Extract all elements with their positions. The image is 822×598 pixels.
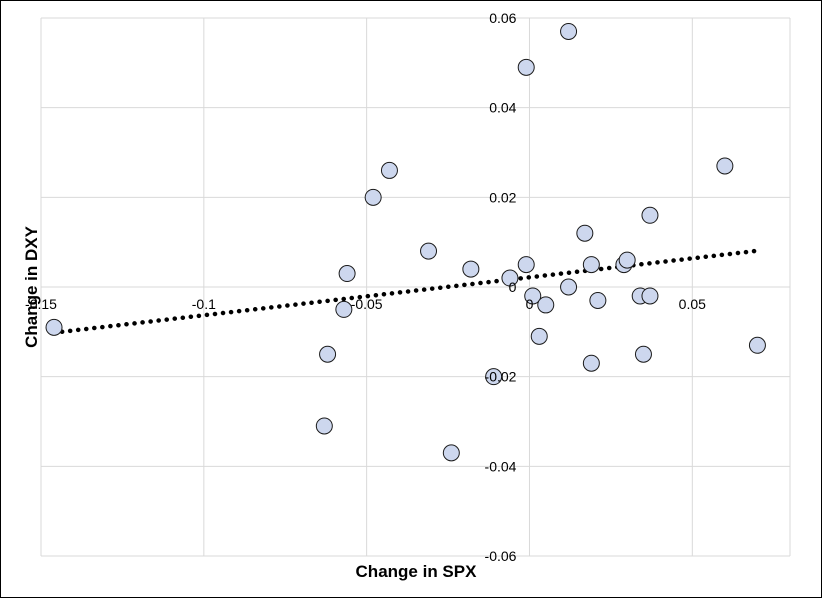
data-point	[517, 58, 535, 76]
data-point	[517, 256, 535, 274]
data-point	[634, 345, 652, 363]
data-point	[442, 444, 460, 462]
data-point	[560, 22, 578, 40]
data-point	[748, 336, 766, 354]
data-point	[618, 251, 636, 269]
data-point	[338, 265, 356, 283]
y-tick-label: -0.02	[485, 369, 517, 385]
y-tick-labels: 0.06 0.04 0.02 0 -0.02 -0.04 -0.06	[485, 10, 517, 564]
data-point	[420, 242, 438, 260]
data-point	[560, 278, 578, 296]
y-tick-label: 0	[509, 279, 517, 295]
x-tick-label: -0.1	[192, 296, 216, 312]
data-point	[582, 354, 600, 372]
data-point	[335, 300, 353, 318]
data-point	[319, 345, 337, 363]
x-tick-label: -0.05	[351, 296, 383, 312]
x-tick-label: 0.05	[679, 296, 706, 312]
data-point	[530, 327, 548, 345]
data-point	[364, 188, 382, 206]
data-point	[537, 296, 555, 314]
y-tick-label: 0.04	[489, 100, 516, 116]
data-point	[641, 206, 659, 224]
y-tick-label: 0.06	[489, 10, 516, 26]
data-points	[45, 22, 766, 462]
data-point	[641, 287, 659, 305]
y-tick-label: -0.04	[485, 458, 517, 474]
x-tick-labels: -0.15 -0.1 -0.05 0 0.05	[25, 296, 706, 312]
data-point	[589, 291, 607, 309]
data-point	[501, 269, 519, 287]
data-point	[716, 157, 734, 175]
data-point	[462, 260, 480, 278]
data-point	[45, 318, 63, 336]
y-gridlines	[41, 17, 790, 557]
data-point	[524, 287, 542, 305]
x-axis-title: Change in SPX	[356, 562, 478, 581]
data-point	[315, 417, 333, 435]
x-tick-label: -0.15	[25, 296, 57, 312]
y-tick-label: -0.06	[485, 548, 517, 564]
data-point	[582, 256, 600, 274]
y-tick-label: 0.02	[489, 189, 516, 205]
x-tick-label: 0	[526, 296, 534, 312]
data-point	[380, 161, 398, 179]
y-axis-title: Change in DXY	[22, 225, 41, 348]
data-point	[485, 368, 503, 386]
data-point	[576, 224, 594, 242]
